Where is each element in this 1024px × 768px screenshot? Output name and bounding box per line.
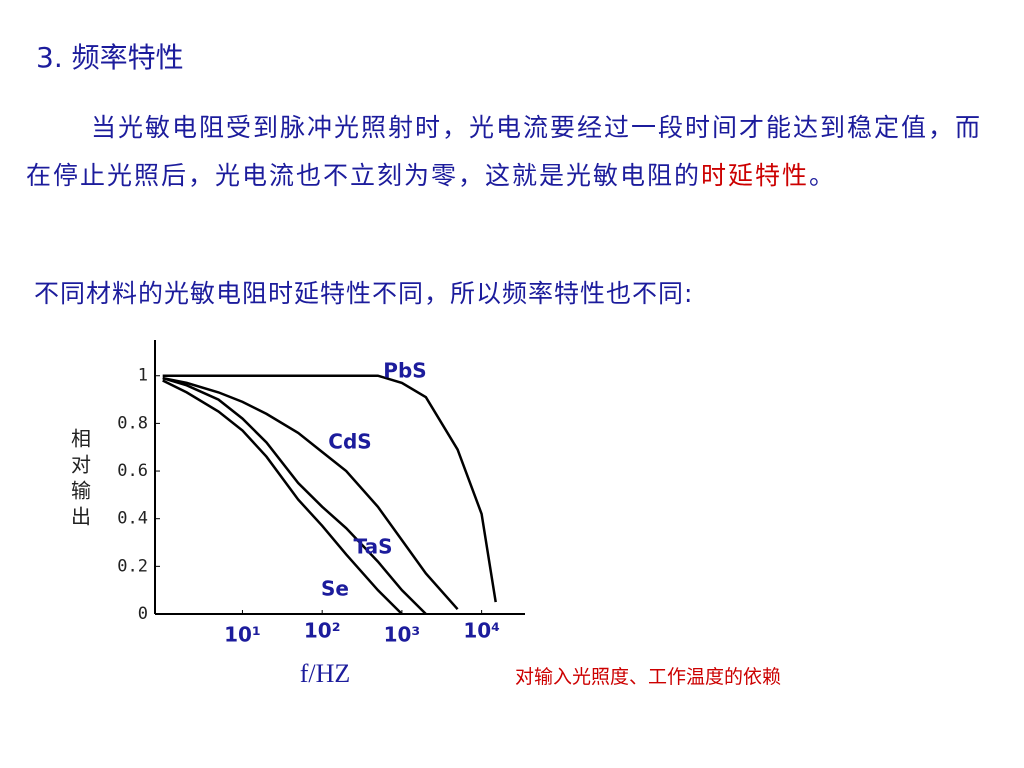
series-label: PbS (383, 359, 426, 383)
x-tick-label: 10¹ (224, 623, 261, 647)
text: 。 (809, 161, 837, 190)
text: 当光敏电阻受到脉冲光照射时，光电流要经过一段时间才能达到稳定值，而在停止光照后，… (26, 113, 983, 190)
slide-title: 3. 频率特性 (36, 41, 184, 74)
note: 对输入光照度、工作温度的依赖 (515, 666, 782, 688)
y-tick-label: 0.6 (117, 461, 148, 481)
series-line (162, 379, 403, 615)
x-tick-label: 10⁴ (463, 619, 500, 643)
y-axis-label: 相对输出 (68, 428, 92, 532)
series-line (162, 374, 497, 603)
x-tick-label: 10² (304, 619, 341, 643)
y-tick-label: 1 (138, 366, 148, 386)
series-label: CdS (328, 430, 371, 454)
y-tick-label: 0.4 (117, 509, 148, 529)
highlight: 时延特性 (701, 161, 810, 190)
x-tick-label: 10³ (384, 623, 421, 647)
series-label: TaS (354, 535, 393, 559)
series-line (162, 376, 427, 615)
y-tick-label: 0 (138, 604, 148, 624)
y-tick-label: 0.2 (117, 556, 148, 576)
y-tick-label: 0.8 (117, 413, 148, 433)
paragraph: 不同材料的光敏电阻时延特性不同，所以频率特性也不同: (34, 279, 694, 308)
x-axis-label: f/HZ (300, 659, 351, 688)
paragraph: 当光敏电阻受到脉冲光照射时，光电流要经过一段时间才能达到稳定值，而在停止光照后，… (26, 104, 986, 200)
series-label: Se (321, 577, 349, 601)
series-line (162, 376, 459, 611)
